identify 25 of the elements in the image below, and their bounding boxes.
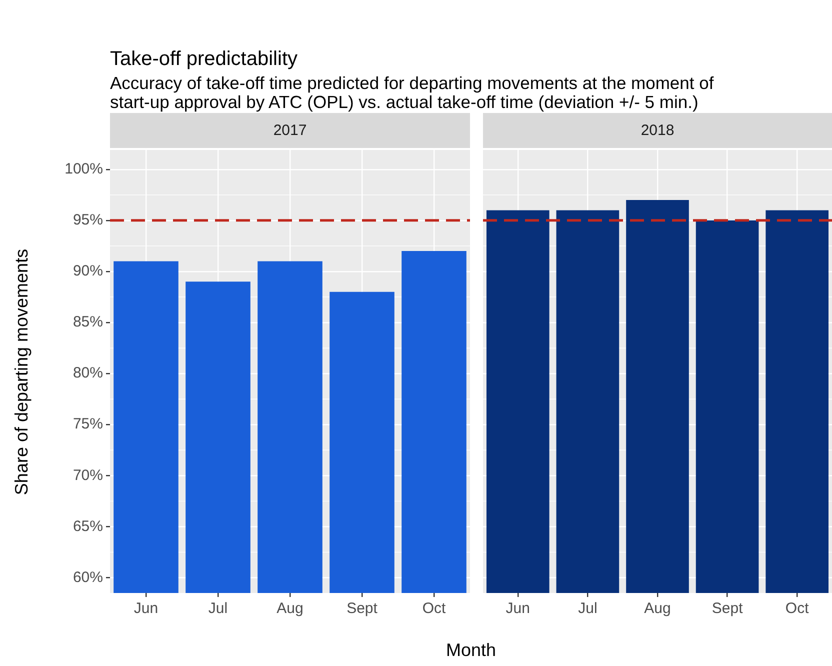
text: 2018 bbox=[483, 113, 832, 148]
x-tick-label: Jun bbox=[506, 600, 530, 618]
x-tick-label: Jun bbox=[134, 600, 158, 618]
x-tick-label: Sept bbox=[346, 600, 378, 618]
y-axis-title: Share of departing movements bbox=[12, 248, 32, 496]
y-tick-label: 70% bbox=[72, 466, 103, 484]
y-tick-label: 90% bbox=[72, 262, 103, 280]
y-tick-label: 75% bbox=[72, 416, 103, 433]
y-tick-label: 60% bbox=[72, 568, 103, 586]
y-tick-label: 80% bbox=[72, 364, 103, 382]
x-tick-label: Aug bbox=[644, 600, 671, 618]
x-tick-label: Jul bbox=[578, 600, 598, 618]
x-axis-title: Month bbox=[446, 640, 496, 661]
x-tick-label: Oct bbox=[422, 600, 446, 618]
chart-title: Take-off predictability bbox=[110, 48, 298, 71]
x-tick-label: Oct bbox=[785, 600, 810, 618]
x-tick-label: Aug bbox=[276, 600, 304, 618]
y-tick-label: 100% bbox=[64, 160, 103, 178]
y-tick-label: 95% bbox=[72, 212, 103, 229]
y-tick-label: 85% bbox=[72, 314, 103, 331]
y-tick-label: 65% bbox=[72, 518, 103, 535]
x-tick-label: Jul bbox=[208, 600, 228, 618]
chart-subtitle: Accuracy of take-off time predicted for departing movements at the moment of start-up approval by ATC (OPL) vs. actual take-off time (deviation +/- 5 min.) bbox=[110, 73, 715, 112]
x-tick-label: Sept bbox=[712, 600, 744, 618]
text: 2017 bbox=[110, 113, 470, 148]
